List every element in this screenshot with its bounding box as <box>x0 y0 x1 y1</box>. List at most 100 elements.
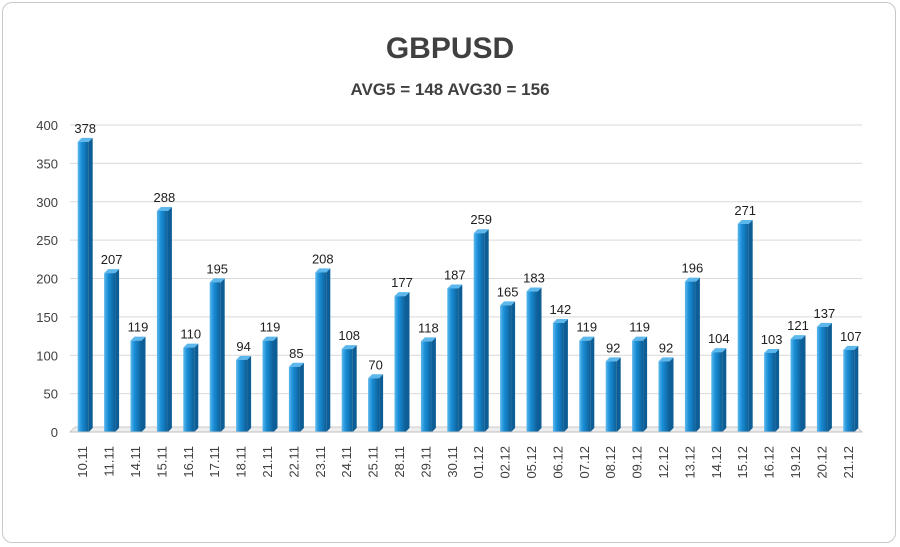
bar-side <box>141 336 146 432</box>
bar <box>368 378 380 432</box>
bar-top <box>262 336 278 341</box>
y-axis: 0 50 100 150 200 250 300 350 400 <box>36 118 58 440</box>
bar <box>764 352 776 432</box>
x-tick-label: 05.12 <box>524 446 539 479</box>
bar <box>394 296 406 432</box>
data-label: 119 <box>128 320 149 335</box>
data-label: 288 <box>154 190 176 205</box>
bar-side <box>775 348 780 432</box>
data-label: 118 <box>418 320 439 335</box>
x-tick-label: 15.12 <box>735 446 750 479</box>
bar <box>737 224 749 432</box>
bar <box>579 340 591 432</box>
x-tick-label: 28.11 <box>392 446 407 478</box>
bar-side <box>801 335 806 432</box>
bar <box>447 288 459 432</box>
bar-top <box>77 137 93 142</box>
x-tick-label: 16.12 <box>762 446 777 479</box>
bar-side <box>194 343 199 432</box>
bar <box>420 341 432 432</box>
data-label: 195 <box>206 261 228 276</box>
bar-side <box>352 345 357 432</box>
bar-side <box>273 336 278 432</box>
bar-side <box>458 284 463 432</box>
data-label: 208 <box>312 251 334 266</box>
data-label: 70 <box>368 357 382 372</box>
bar-top <box>552 319 568 324</box>
data-label: 103 <box>761 332 783 347</box>
bar-top <box>130 336 146 341</box>
bar-side <box>220 278 225 432</box>
bar-top <box>236 355 252 360</box>
bar-side <box>563 319 568 432</box>
x-tick-label: 16.11 <box>181 446 196 478</box>
bar <box>473 233 485 432</box>
bar-top <box>341 345 357 350</box>
bar-top <box>447 284 463 289</box>
x-tick-label: 19.12 <box>788 446 803 479</box>
x-tick-label: 20.12 <box>814 446 829 479</box>
bar-side <box>748 220 753 432</box>
data-label: 137 <box>814 306 836 321</box>
bar <box>843 349 855 432</box>
bar-top <box>605 357 621 362</box>
bar-top <box>183 343 199 348</box>
x-tick-label: 02.12 <box>498 446 513 479</box>
bars <box>77 137 859 432</box>
bar-side <box>405 292 410 432</box>
bar-top <box>526 287 542 292</box>
data-label: 121 <box>787 318 809 333</box>
data-label: 259 <box>470 212 492 227</box>
y-tick-label: 350 <box>36 156 58 171</box>
data-label: 196 <box>682 261 704 276</box>
bar-top <box>737 220 753 225</box>
bar-top <box>816 322 832 327</box>
data-label: 92 <box>659 340 673 355</box>
bar-side <box>722 348 727 432</box>
bar-side <box>827 322 832 432</box>
data-label: 119 <box>629 320 650 335</box>
bar-side <box>115 269 120 432</box>
bar-top <box>632 336 648 341</box>
x-tick-label: 14.11 <box>128 446 143 478</box>
bar-side <box>669 357 674 432</box>
x-tick-label: 09.12 <box>630 446 645 479</box>
x-tick-label: 23.11 <box>313 446 328 478</box>
bar-top <box>579 336 595 341</box>
bar-side <box>695 277 700 432</box>
y-tick-label: 200 <box>36 272 58 287</box>
chart-title: GBPUSD <box>385 32 515 65</box>
x-tick-label: 11.11 <box>102 446 117 477</box>
bar-top <box>473 229 489 234</box>
bar-top <box>156 206 172 211</box>
bar-side <box>326 268 331 432</box>
x-tick-label: 10.11 <box>75 446 90 478</box>
chart-subtitle: AVG5 = 148 AVG30 = 156 <box>350 80 550 99</box>
y-tick-label: 400 <box>36 118 58 133</box>
data-label: 271 <box>734 203 756 218</box>
bar <box>315 272 327 432</box>
bar-top <box>420 337 436 342</box>
x-tick-label: 21.12 <box>841 446 856 479</box>
bar-top <box>764 348 780 353</box>
bar-side <box>511 301 516 432</box>
data-label: 119 <box>576 320 597 335</box>
data-label: 187 <box>444 267 466 282</box>
bar-top <box>394 292 410 297</box>
x-tick-label: 22.11 <box>286 446 301 478</box>
bar <box>711 352 723 432</box>
data-label: 207 <box>101 252 123 267</box>
bar-side <box>484 229 489 432</box>
bar-side <box>167 206 172 432</box>
x-tick-label: 08.12 <box>603 446 618 479</box>
bar <box>236 359 248 432</box>
bar <box>658 361 670 432</box>
y-tick-label: 50 <box>44 387 58 402</box>
data-label: 119 <box>260 320 281 335</box>
bar <box>77 141 89 432</box>
y-tick-label: 300 <box>36 195 58 210</box>
x-tick-label: 24.11 <box>339 446 354 478</box>
bar-side <box>643 336 648 432</box>
bar-top <box>315 268 331 273</box>
